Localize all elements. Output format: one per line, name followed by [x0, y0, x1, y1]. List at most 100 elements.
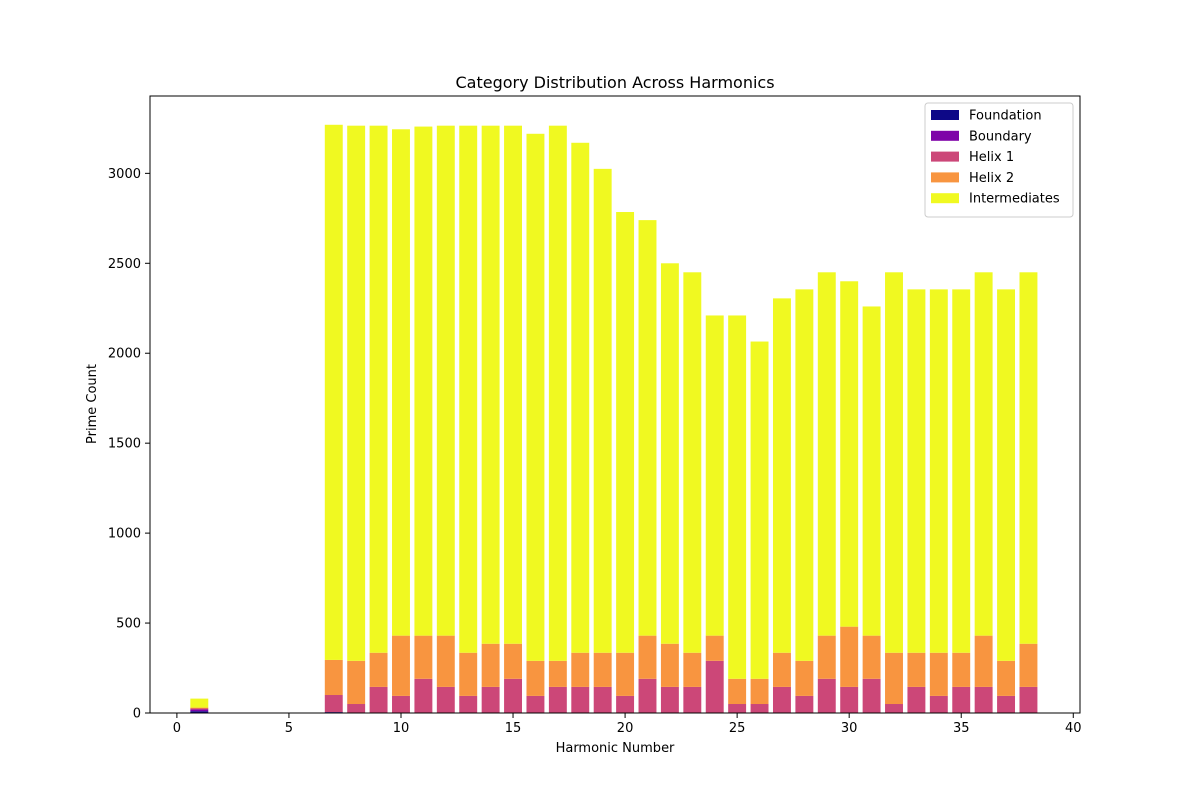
bar-intermediates-h19 — [593, 168, 612, 653]
bar-helix-2-h13 — [459, 652, 478, 696]
bar-intermediates-h8 — [347, 125, 366, 661]
bar-helix-1-h14 — [481, 686, 500, 713]
bar-intermediates-h23 — [683, 272, 702, 653]
bar-intermediates-h38 — [1019, 272, 1038, 644]
bar-intermediates-h14 — [481, 125, 500, 644]
bar-intermediates-h20 — [616, 212, 635, 653]
bar-helix-2-h1 — [190, 707, 209, 709]
bar-foundation-h1 — [190, 711, 209, 713]
bar-intermediates-h35 — [952, 289, 971, 653]
x-tick-label: 25 — [729, 721, 746, 736]
bar-helix-1-h30 — [840, 686, 859, 713]
bar-helix-2-h16 — [526, 660, 545, 696]
bar-helix-1-h11 — [414, 678, 433, 713]
bar-helix-2-h12 — [436, 635, 455, 687]
legend: Foundation Boundary Helix 1 Helix 2 Intermed… — [924, 102, 1074, 218]
legend-swatch-foundation — [931, 110, 959, 120]
x-axis-label: Harmonic Number — [556, 741, 675, 756]
bar-helix-2-h22 — [660, 643, 679, 687]
y-tick-label: 0 — [133, 707, 141, 722]
bar-helix-1-h20 — [616, 695, 635, 713]
bar-intermediates-h34 — [929, 289, 948, 653]
bar-helix-2-h21 — [638, 635, 657, 679]
bar-helix-1-h21 — [638, 678, 657, 713]
bar-intermediates-h18 — [571, 142, 590, 653]
bar-helix-1-h10 — [392, 695, 410, 713]
plot-area-frame — [149, 95, 1081, 714]
bar-intermediates-h11 — [414, 126, 433, 636]
x-tick-label: 5 — [285, 721, 293, 736]
bar-intermediates-h17 — [548, 125, 567, 661]
bar-helix-1-h31 — [862, 678, 881, 713]
bar-intermediates-h13 — [459, 125, 478, 653]
bar-helix-2-h23 — [683, 652, 702, 687]
bar-helix-2-h38 — [1019, 643, 1038, 687]
bar-helix-2-h7 — [324, 659, 343, 696]
legend-swatch-boundary — [931, 130, 959, 141]
bar-helix-2-h10 — [392, 635, 410, 696]
bar-helix-1-h17 — [548, 686, 567, 713]
bar-helix-2-h19 — [593, 652, 612, 687]
bar-intermediates-h12 — [436, 125, 455, 636]
bar-helix-2-h9 — [369, 652, 388, 687]
bar-intermediates-h37 — [997, 289, 1016, 661]
chart-title: Category Distribution Across Harmonics — [455, 73, 774, 92]
bar-helix-2-h27 — [772, 652, 791, 687]
bar-helix-1-h29 — [817, 678, 836, 713]
bar-intermediates-h7 — [324, 124, 343, 660]
bar-helix-1-h1 — [190, 708, 209, 710]
bar-intermediates-h31 — [862, 306, 881, 636]
x-tick-label: 30 — [841, 721, 858, 736]
bar-helix-1-h25 — [728, 704, 747, 713]
bar-helix-2-h26 — [750, 678, 769, 704]
bar-helix-2-h11 — [414, 635, 433, 679]
y-tick-label: 500 — [116, 617, 141, 632]
bar-helix-2-h24 — [705, 635, 724, 661]
legend-label-foundation: Foundation — [969, 109, 1042, 124]
y-axis-label: Prime Count — [85, 364, 100, 444]
bar-helix-1-h8 — [347, 704, 366, 713]
bar-helix-2-h30 — [840, 626, 859, 687]
bar-helix-2-h17 — [548, 660, 567, 687]
bar-helix-2-h18 — [571, 652, 590, 687]
bar-intermediates-h1 — [190, 698, 209, 708]
y-tick-label: 2500 — [108, 257, 141, 272]
bar-helix-2-h33 — [907, 652, 926, 687]
x-tick-label: 10 — [393, 721, 410, 736]
bar-helix-1-h27 — [772, 686, 791, 713]
bar-helix-2-h20 — [616, 652, 635, 696]
bar-helix-1-h7 — [324, 695, 343, 713]
bar-helix-2-h8 — [347, 660, 366, 704]
legend-label-boundary: Boundary — [969, 129, 1032, 144]
bar-intermediates-h16 — [526, 133, 545, 661]
bar-helix-2-h29 — [817, 635, 836, 679]
legend-swatch-intermediates — [931, 193, 959, 204]
bar-helix-1-h37 — [997, 695, 1016, 713]
bar-helix-2-h28 — [795, 660, 814, 696]
bar-helix-1-h36 — [974, 686, 993, 713]
bar-helix-1-h34 — [929, 695, 948, 713]
y-tick-label: 2000 — [108, 347, 141, 362]
bar-helix-1-h28 — [795, 695, 814, 713]
bar-helix-2-h32 — [885, 652, 903, 705]
bar-intermediates-h24 — [705, 315, 724, 636]
legend-swatch-helix-1 — [931, 151, 959, 162]
bar-helix-1-h32 — [885, 704, 903, 713]
bar-intermediates-h15 — [504, 125, 522, 644]
bar-intermediates-h9 — [369, 125, 388, 653]
bar-helix-1-h38 — [1019, 686, 1038, 713]
y-tick-label: 1500 — [108, 437, 141, 452]
bar-helix-1-h15 — [504, 678, 522, 713]
x-tick-label: 0 — [173, 721, 181, 736]
x-tick-label: 35 — [953, 721, 970, 736]
bar-helix-1-h19 — [593, 686, 612, 713]
bar-helix-1-h16 — [526, 695, 545, 713]
bar-intermediates-h10 — [392, 129, 410, 636]
legend-box — [924, 102, 1074, 218]
bar-intermediates-h29 — [817, 272, 836, 636]
legend-swatch-helix-2 — [931, 172, 959, 183]
bar-intermediates-h21 — [638, 220, 657, 636]
bar-helix-1-h22 — [660, 686, 679, 713]
bar-intermediates-h32 — [885, 272, 903, 653]
